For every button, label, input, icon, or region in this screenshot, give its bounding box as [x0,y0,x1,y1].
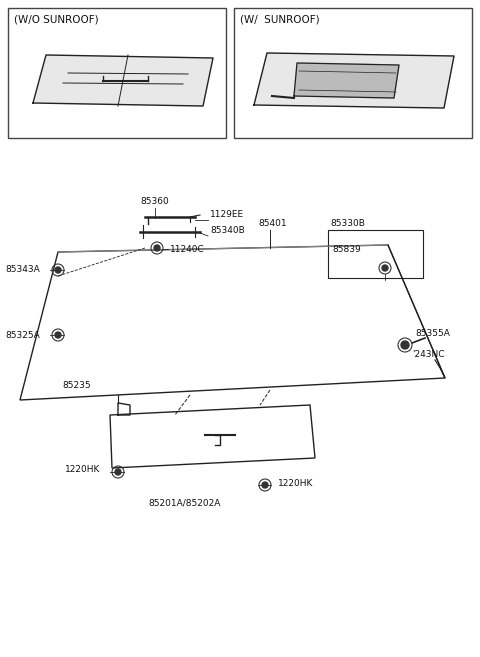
Text: (W/O SUNROOF): (W/O SUNROOF) [14,14,98,24]
Text: 1220HK: 1220HK [65,466,100,474]
Bar [8,8,226,138]
Text: 85360: 85360 [140,197,169,206]
Text: 1220HK: 1220HK [278,478,313,487]
Text: (W/  SUNROOF): (W/ SUNROOF) [240,14,320,24]
Text: 85401: 85401 [258,219,287,228]
Circle shape [401,341,409,349]
Text: 85839: 85839 [332,245,361,254]
Text: 11240C: 11240C [170,246,205,254]
Polygon shape [33,55,213,106]
Circle shape [262,482,268,488]
Text: 85355A: 85355A [415,329,450,338]
Text: 85343A: 85343A [5,265,40,275]
Text: 85201A/85202A: 85201A/85202A [148,498,220,507]
Polygon shape [294,63,399,98]
Bar [234,8,472,138]
Text: 85340B: 85340B [210,226,245,235]
Text: '243NC: '243NC [412,350,444,359]
Circle shape [115,469,121,475]
Text: 85325A: 85325A [5,330,40,340]
Circle shape [55,332,61,338]
Text: 85235: 85235 [62,381,91,390]
Text: 85330B: 85330B [330,219,365,228]
Circle shape [55,267,61,273]
Bar [328,230,423,278]
Polygon shape [254,53,454,108]
Circle shape [154,245,160,251]
Circle shape [382,265,388,271]
Text: 1129EE: 1129EE [210,210,244,219]
